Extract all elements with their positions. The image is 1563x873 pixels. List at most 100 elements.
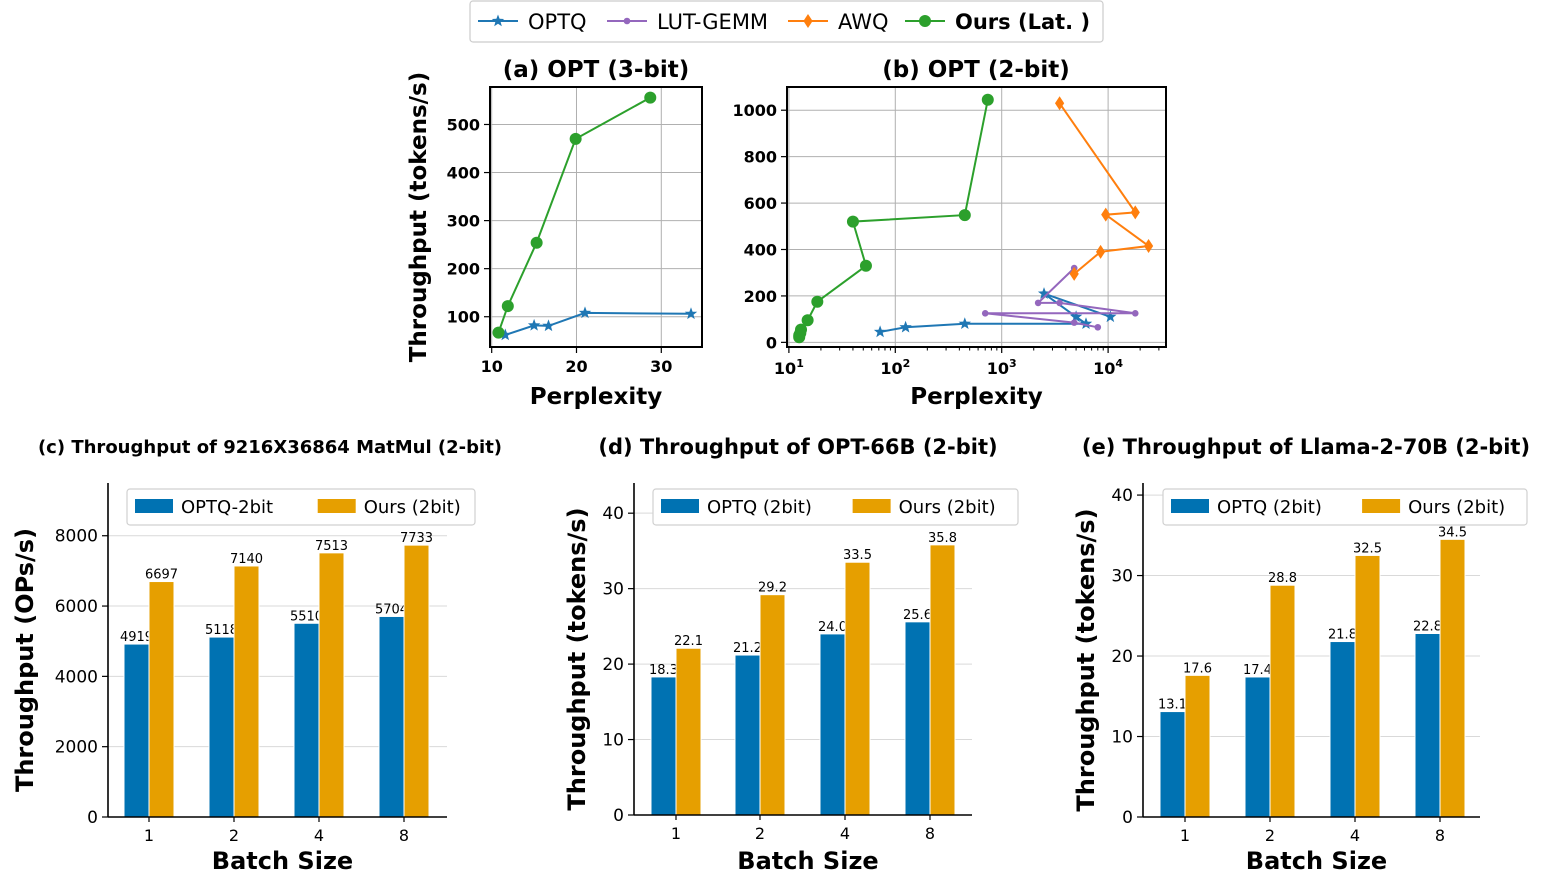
data-point <box>578 306 592 319</box>
bar-value-label: 33.5 <box>843 548 872 563</box>
data-point <box>958 317 971 329</box>
bar-baseline <box>1159 711 1186 818</box>
legend-label-1: Ours (2bit) <box>364 497 461 518</box>
bar-ours <box>759 594 786 816</box>
bar-baseline <box>1244 676 1271 818</box>
x-tick-label: 1 <box>671 824 681 843</box>
legend-label-0: OPTQ (2bit) <box>1217 497 1322 518</box>
bar-baseline <box>650 676 677 816</box>
bar-value-label: 17.6 <box>1183 661 1212 676</box>
bar-baseline <box>208 636 235 818</box>
data-point <box>981 310 989 317</box>
y-tick-label: 500 <box>447 115 480 134</box>
bar-legend-frame <box>126 488 476 526</box>
y-tick-label: 30 <box>602 580 624 600</box>
y-tick-label: 8000 <box>55 527 98 547</box>
bar-ours <box>148 581 175 818</box>
y-tick-label: 10 <box>1111 728 1133 748</box>
legend-swatch-0 <box>1171 499 1209 513</box>
legend-swatch-0 <box>135 499 173 513</box>
data-point <box>801 314 814 327</box>
bar-value-label: 7513 <box>315 539 348 554</box>
legend-swatch-1 <box>317 499 356 513</box>
top-legend-frame <box>469 0 1104 43</box>
data-point <box>811 295 824 308</box>
data-point <box>1034 299 1042 307</box>
bar-baseline <box>904 621 931 816</box>
bar-value-label: 35.8 <box>928 531 957 546</box>
data-point <box>1069 266 1079 281</box>
data-point <box>873 325 887 338</box>
top-legend: OPTQ LUT-GEMM AWQ Ours (Lat. ) <box>469 0 1104 43</box>
y-axis-label: Throughput (tokens/s) <box>563 507 591 810</box>
bar-ours <box>1354 554 1381 818</box>
data-point <box>527 318 541 331</box>
data-point <box>1131 310 1139 317</box>
y-tick-label: 40 <box>1111 486 1133 506</box>
bar-value-label: 25.6 <box>903 608 932 623</box>
data-point <box>958 209 971 222</box>
legend-marker-3 <box>919 15 931 27</box>
bar-baseline <box>123 643 150 818</box>
data-point <box>981 93 994 106</box>
y-tick-label: 800 <box>744 148 777 167</box>
chart-title: (c) Throughput of 9216X36864 MatMul (2-b… <box>38 437 502 458</box>
plot-frame <box>489 86 703 348</box>
x-tick-label: 20 <box>565 357 587 376</box>
bar-value-label: 13.1 <box>1158 698 1187 713</box>
y-tick-label: 0 <box>613 806 624 826</box>
bar-ours <box>675 647 702 816</box>
y-tick-label: 40 <box>602 504 624 524</box>
y-tick-label: 30 <box>1111 567 1133 587</box>
y-tick-label: 300 <box>447 212 480 231</box>
y-tick-label: 100 <box>447 308 480 327</box>
data-point <box>501 300 514 313</box>
data-point <box>859 259 872 272</box>
data-point <box>1037 287 1051 299</box>
y-tick-label: 20 <box>602 655 624 675</box>
x-tick-label: 30 <box>650 357 672 376</box>
bar-value-label: 5704 <box>375 602 408 617</box>
bar-value-label: 6697 <box>145 568 178 583</box>
legend-swatch-1 <box>852 499 891 513</box>
bar-value-label: 5118 <box>205 623 238 638</box>
legend-label-3: Ours (Lat. ) <box>955 10 1090 34</box>
x-axis-label: Perplexity <box>530 384 662 410</box>
data-point <box>1130 205 1140 220</box>
data-point <box>1079 317 1093 329</box>
bar-value-label: 22.8 <box>1413 620 1442 635</box>
data-point <box>499 328 512 341</box>
bar-ours <box>1269 584 1296 818</box>
x-tick-label: 4 <box>314 826 324 845</box>
bar-value-label: 4919 <box>120 630 153 645</box>
y-axis-label: Throughput (OPs/s) <box>11 528 39 792</box>
x-tick-label: 4 <box>1350 826 1360 845</box>
bar-value-label: 21.8 <box>1328 628 1357 643</box>
legend-marker-0 <box>491 14 505 27</box>
legend-swatch-0 <box>661 499 699 513</box>
legend-label-1: LUT-GEMM <box>657 10 768 34</box>
chart-title: (a) OPT (3-bit) <box>503 57 690 83</box>
data-point <box>1095 244 1106 259</box>
chart-title: (d) Throughput of OPT-66B (2-bit) <box>598 435 997 459</box>
bar-value-label: 24.0 <box>818 620 847 635</box>
data-point <box>1056 299 1063 307</box>
data-point <box>899 320 912 333</box>
x-tick-label: 2 <box>229 826 239 845</box>
bar-value-label: 18.3 <box>649 663 678 678</box>
x-tick-label: 104 <box>1093 357 1123 378</box>
legend-swatch-1 <box>1362 499 1401 513</box>
data-point <box>1069 310 1083 323</box>
data-point <box>542 319 555 332</box>
bar-legend-frame <box>652 488 1019 526</box>
bar-baseline <box>734 654 761 816</box>
x-axis-label: Batch Size <box>737 847 878 873</box>
data-point <box>644 91 657 104</box>
bar-baseline <box>378 615 405 818</box>
chart-d: 18.3 22.1 1 21.2 29.2 2 24.0 33.5 4 25.6 35.8 8 0 10 2… <box>563 435 1019 873</box>
chart-c: 4919 6697 1 5118 7140 2 5510 7513 4 5704 7733 8 0 200… <box>11 437 502 873</box>
y-tick-label: 600 <box>744 194 777 213</box>
legend-label-0: OPTQ-2bit <box>181 497 273 518</box>
y-tick-label: 2000 <box>55 738 98 758</box>
y-tick-label: 10 <box>602 731 624 751</box>
